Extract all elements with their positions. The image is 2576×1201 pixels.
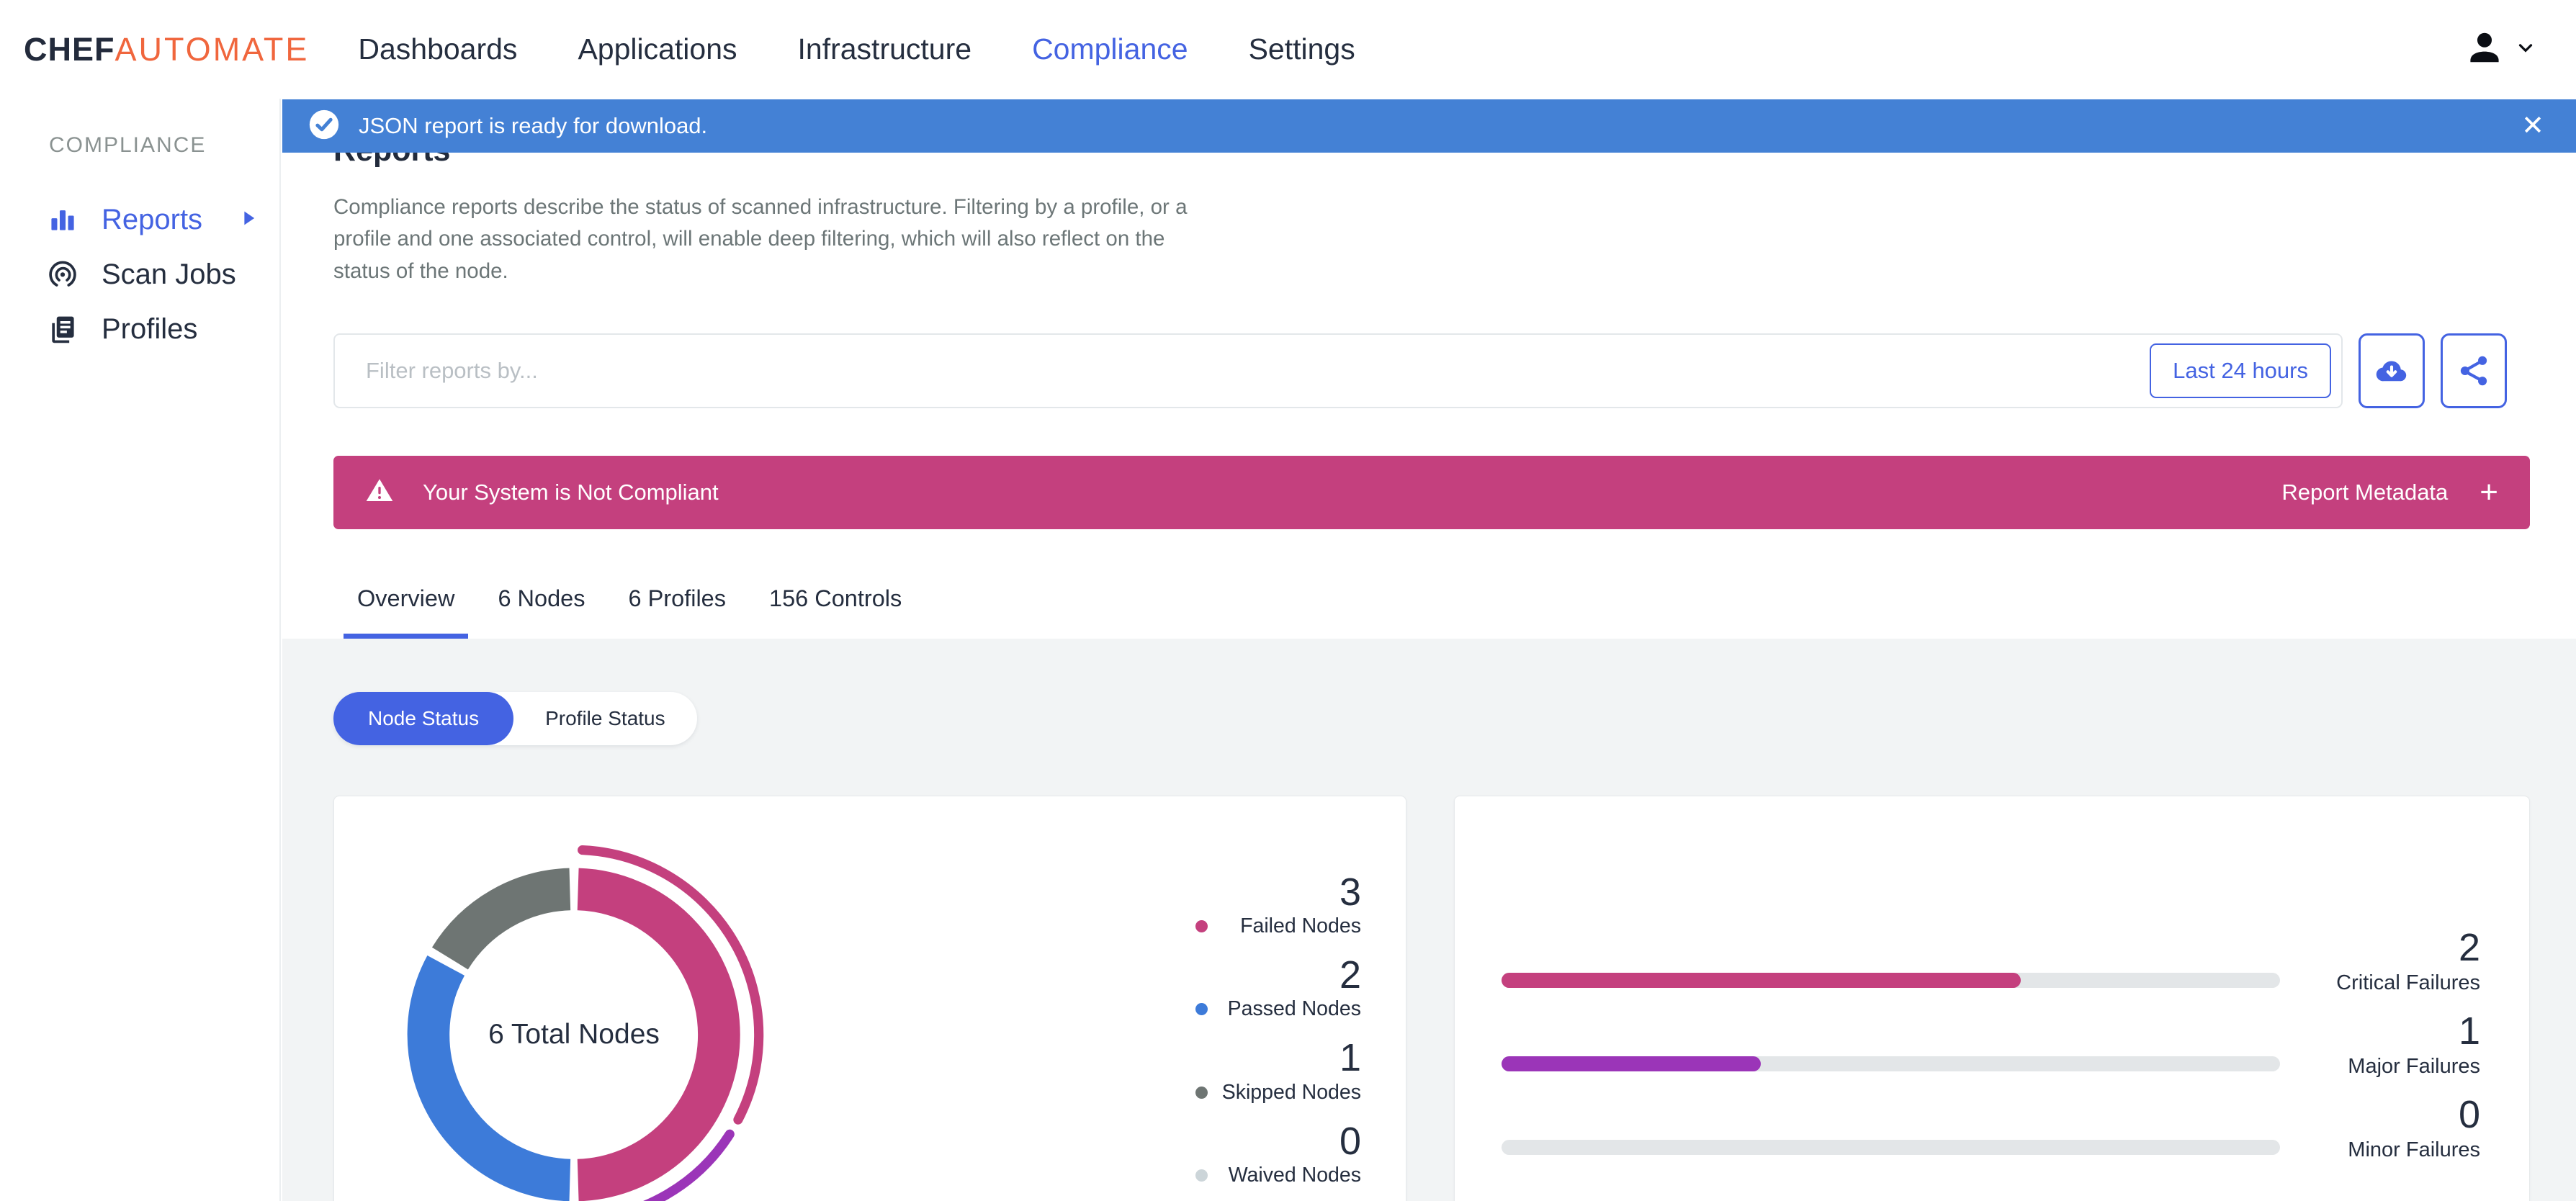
critical-failures-bar — [1502, 972, 2280, 988]
not-compliant-banner: Your System is Not Compliant Report Meta… — [333, 455, 2530, 529]
skipped-count: 1 — [1339, 1036, 1361, 1080]
cloud-download-icon — [2376, 361, 2407, 382]
sidebar-item-label: Reports — [102, 203, 203, 235]
chef-automate-logo[interactable]: CHEF AUTOMATE — [24, 31, 309, 68]
legend-label: Waived Nodes — [1228, 1164, 1361, 1187]
download-report-button[interactable] — [2359, 333, 2425, 408]
nav-infrastructure[interactable]: Infrastructure — [797, 32, 972, 66]
banner-message: JSON report is ready for download. — [359, 113, 708, 138]
status-toggle: Node Status Profile Status — [333, 691, 697, 745]
filter-toolbar: Last 24 hours — [333, 333, 2530, 408]
scan-target-icon — [47, 258, 80, 291]
legend-item-failed[interactable]: 3 Failed Nodes — [1195, 871, 1361, 938]
legend-item-skipped[interactable]: 1 Skipped Nodes — [1195, 1037, 1361, 1104]
logo-automate: AUTOMATE — [115, 30, 310, 68]
legend-dot — [1195, 1003, 1208, 1016]
filter-reports-input[interactable] — [335, 357, 2150, 384]
share-icon — [2460, 356, 2487, 385]
tab-profiles[interactable]: 6 Profiles — [628, 585, 726, 611]
waived-count: 0 — [1339, 1119, 1361, 1163]
logo-chef: CHEF — [24, 30, 115, 68]
passed-count: 2 — [1339, 953, 1361, 997]
sidebar-item-profiles[interactable]: Profiles — [0, 302, 279, 356]
donut-total-label: 6 Total Nodes — [488, 1018, 660, 1050]
chevron-down-icon — [2515, 37, 2536, 62]
legend-label: Skipped Nodes — [1221, 1080, 1361, 1104]
tab-nodes[interactable]: 6 Nodes — [498, 585, 585, 611]
sidebar-item-label: Scan Jobs — [102, 258, 236, 290]
bar-chart-icon — [47, 203, 80, 236]
sidebar-item-label: Profiles — [102, 312, 198, 345]
report-tabs: Overview 6 Nodes 6 Profiles 156 Controls — [333, 585, 2530, 639]
top-navigation-bar: CHEF AUTOMATE Dashboards Applications Inf… — [0, 0, 2576, 99]
failed-count: 3 — [1339, 870, 1361, 914]
filter-box: Last 24 hours — [333, 333, 2343, 408]
major-failures-label: Major Failures — [2348, 1054, 2480, 1078]
check-circle-icon — [308, 109, 340, 144]
minor-failures-bar — [1502, 1139, 2280, 1155]
donut-chart — [407, 845, 764, 1201]
failure-bar-row: 0 Minor Failures — [1502, 1095, 2480, 1162]
page-description: Compliance reports describe the status o… — [333, 195, 1188, 283]
user-profile-icon — [2464, 27, 2505, 71]
major-failures-count: 1 — [2458, 1009, 2480, 1053]
legend-dot — [1195, 920, 1208, 933]
plus-icon: + — [2479, 474, 2498, 510]
failure-severity-card: 2 Critical Failures 1 Major Failures — [1454, 795, 2530, 1201]
legend-dot — [1195, 1086, 1208, 1099]
major-failures-bar — [1502, 1056, 2280, 1071]
legend-label: Passed Nodes — [1227, 997, 1361, 1021]
legend-item-waived[interactable]: 0 Waived Nodes — [1195, 1120, 1361, 1187]
legend-item-passed[interactable]: 2 Passed Nodes — [1195, 954, 1361, 1021]
close-icon[interactable]: ✕ — [2521, 111, 2544, 141]
profiles-documents-icon — [47, 312, 80, 346]
sidebar-item-reports[interactable]: Reports — [0, 192, 279, 247]
sidebar-section-label: COMPLIANCE — [49, 133, 207, 157]
tab-controls[interactable]: 156 Controls — [769, 585, 902, 611]
expand-arrow-icon[interactable] — [238, 204, 259, 236]
warning-triangle-icon — [365, 476, 394, 508]
minor-failures-label: Minor Failures — [2348, 1138, 2480, 1161]
alert-message: Your System is Not Compliant — [423, 479, 719, 505]
failure-bar-row: 1 Major Failures — [1502, 1012, 2480, 1079]
tab-overview[interactable]: Overview — [344, 585, 469, 639]
download-ready-banner: JSON report is ready for download. ✕ — [282, 99, 2576, 153]
critical-failures-count: 2 — [2458, 925, 2480, 969]
nav-dashboards[interactable]: Dashboards — [358, 32, 518, 66]
compliance-sidebar: COMPLIANCE Reports Scan Jobs Profiles — [0, 99, 281, 1201]
main-content: Reports Compliance reports describe the … — [282, 99, 2576, 1201]
nav-applications[interactable]: Applications — [578, 32, 737, 66]
time-range-button[interactable]: Last 24 hours — [2150, 343, 2331, 398]
report-metadata-toggle[interactable]: Report Metadata + — [2281, 474, 2498, 510]
node-status-card: 6 Total Nodes 3 Failed Nodes 2 — [333, 795, 1406, 1201]
profile-status-pill[interactable]: Profile Status — [513, 692, 697, 745]
legend-label: Failed Nodes — [1240, 914, 1361, 938]
node-status-pill[interactable]: Node Status — [333, 691, 514, 745]
nav-settings[interactable]: Settings — [1248, 32, 1355, 66]
minor-failures-count: 0 — [2458, 1092, 2480, 1136]
donut-legend: 3 Failed Nodes 2 Passed Nodes — [1195, 871, 1361, 1201]
nav-compliance[interactable]: Compliance — [1032, 32, 1188, 66]
node-status-donut: 6 Total Nodes — [370, 831, 778, 1201]
primary-nav: Dashboards Applications Infrastructure C… — [358, 32, 1355, 66]
report-metadata-label: Report Metadata — [2281, 479, 2449, 505]
share-report-button[interactable] — [2441, 333, 2507, 408]
overview-section: Node Status Profile Status 6 Total Nodes… — [282, 638, 2576, 1201]
failure-bar-row: 2 Critical Failures — [1502, 928, 2480, 995]
user-menu[interactable] — [2464, 27, 2536, 71]
critical-failures-label: Critical Failures — [2336, 971, 2480, 994]
legend-dot — [1195, 1169, 1208, 1182]
sidebar-item-scan-jobs[interactable]: Scan Jobs — [0, 247, 279, 302]
